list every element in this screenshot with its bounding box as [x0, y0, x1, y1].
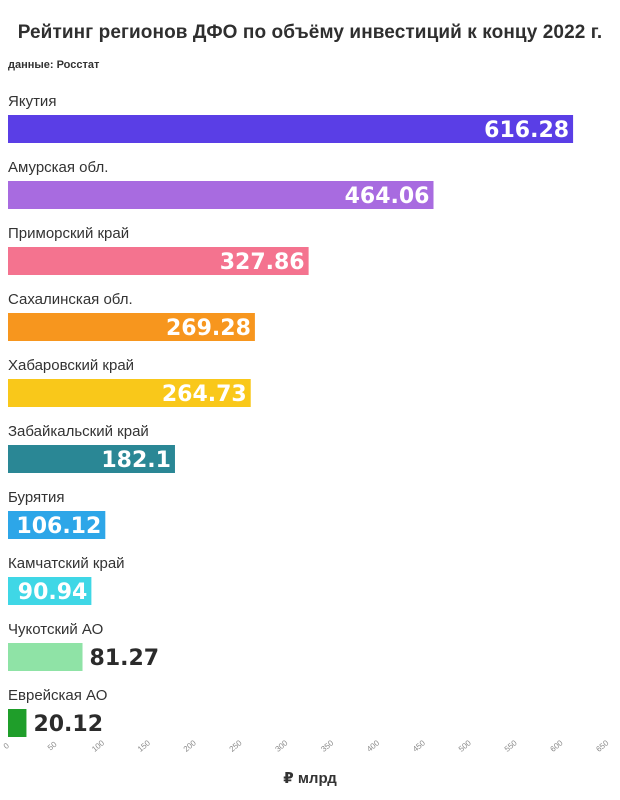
x-tick-label: 300 [273, 738, 289, 754]
value-label: 81.27 [90, 646, 160, 671]
value-label: 264.73 [162, 382, 247, 407]
bar [8, 313, 255, 341]
chart-title: Рейтинг регионов ДФО по объёму инвестици… [17, 22, 603, 43]
bar [8, 445, 175, 473]
x-tick-label: 200 [182, 738, 198, 754]
value-label: 464.06 [345, 184, 430, 209]
value-label: 327.86 [220, 250, 305, 275]
x-tick-label: 0 [2, 741, 12, 751]
chart-subtitle: данные: Росстат [8, 59, 100, 71]
x-tick-label: 100 [90, 738, 106, 754]
x-tick-label: 500 [457, 738, 473, 754]
category-label: Камчатский край [8, 555, 125, 572]
bar [8, 115, 574, 143]
x-tick-label: 650 [594, 738, 610, 754]
x-tick-label: 250 [228, 738, 244, 754]
value-label: 20.12 [33, 712, 103, 737]
bar [8, 709, 27, 737]
category-label: Чукотский АО [8, 621, 103, 638]
category-label: Сахалинская обл. [8, 291, 133, 308]
x-tick-label: 450 [411, 738, 427, 754]
category-label: Бурятия [8, 489, 65, 506]
category-label: Приморский край [8, 225, 129, 242]
value-label: 182.1 [101, 448, 171, 473]
value-label: 269.28 [166, 316, 251, 341]
category-label: Хабаровский край [8, 357, 134, 374]
bar [8, 643, 83, 671]
bar [8, 247, 309, 275]
category-label: Якутия [8, 93, 56, 110]
x-tick-label: 150 [136, 738, 152, 754]
bar [8, 181, 434, 209]
x-axis-label: ₽ млрд [283, 770, 337, 787]
x-tick-label: 400 [365, 738, 381, 754]
x-tick-label: 50 [46, 739, 59, 752]
category-label: Еврейская АО [8, 687, 107, 704]
x-tick-label: 550 [503, 738, 519, 754]
bar [8, 511, 106, 539]
bar [8, 577, 92, 605]
value-label: 90.94 [18, 580, 88, 605]
x-tick-label: 600 [549, 738, 565, 754]
value-label: 616.28 [484, 118, 569, 143]
category-label: Забайкальский край [8, 423, 149, 440]
x-tick-label: 350 [319, 738, 335, 754]
value-label: 106.12 [16, 514, 101, 539]
bar [8, 379, 251, 407]
category-label: Амурская обл. [8, 159, 108, 176]
